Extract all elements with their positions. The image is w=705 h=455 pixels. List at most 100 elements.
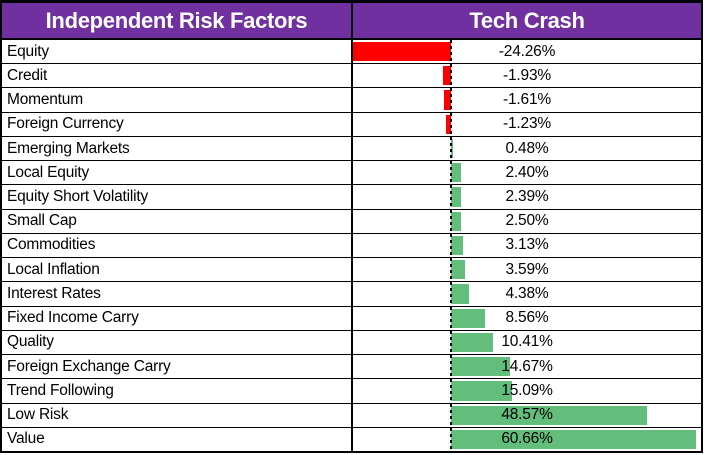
negative-bar — [444, 90, 451, 110]
bar-cell: -1.93% — [353, 64, 701, 88]
positive-bar — [450, 405, 647, 425]
bar-cell: 14.67% — [353, 355, 701, 379]
table-row: Low Risk 48.57% — [2, 403, 701, 428]
positive-bar — [450, 332, 493, 353]
zero-axis-line — [449, 379, 452, 403]
negative-bar — [443, 66, 451, 86]
bar-cell: 3.13% — [353, 233, 701, 258]
positive-bar — [450, 381, 512, 401]
zero-axis-line — [449, 258, 452, 282]
bar-cell: 2.39% — [353, 185, 701, 209]
value-label: 15.09% — [501, 381, 553, 399]
bar-cell: 4.38% — [353, 282, 701, 306]
bar-cell: -1.23% — [353, 112, 701, 136]
risk-factor-label: Trend Following — [2, 379, 353, 403]
risk-factor-label: Equity Short Volatility — [2, 185, 353, 209]
value-label: 2.40% — [505, 163, 549, 181]
table-row: Trend Following 15.09% — [2, 379, 701, 404]
value-label: 0.48% — [505, 139, 549, 157]
risk-factor-label: Momentum — [2, 88, 353, 112]
risk-factor-label: Local Inflation — [2, 258, 353, 282]
value-label: 3.13% — [505, 236, 549, 254]
zero-axis-line — [449, 64, 452, 88]
bar-cell: 15.09% — [353, 379, 701, 403]
bar-cell: 0.48% — [353, 136, 701, 161]
zero-axis-line — [449, 136, 452, 161]
positive-bar — [450, 187, 461, 207]
value-label: -24.26% — [498, 42, 556, 60]
bar-cell: 2.50% — [353, 209, 701, 233]
value-label: 3.59% — [505, 260, 549, 278]
negative-bar — [445, 114, 451, 134]
risk-factor-label: Equity — [2, 40, 353, 64]
negative-bar — [353, 42, 451, 62]
risk-factor-label: Local Equity — [2, 161, 353, 185]
zero-axis-line — [449, 306, 452, 330]
bar-cell: 48.57% — [353, 403, 701, 427]
bar-cell: 2.40% — [353, 161, 701, 185]
table-row: Credit -1.93% — [2, 64, 701, 89]
zero-axis-line — [449, 209, 452, 233]
value-label: 2.50% — [505, 212, 549, 230]
value-label: 4.38% — [505, 284, 549, 302]
table-row: Equity -24.26% — [2, 40, 701, 65]
positive-bar — [450, 429, 696, 449]
positive-bar — [450, 308, 486, 328]
bar-cell: 8.56% — [353, 306, 701, 330]
zero-axis-line — [449, 233, 452, 258]
header-risk-factors: Independent Risk Factors — [2, 3, 353, 38]
table-row: Momentum -1.61% — [2, 88, 701, 113]
value-label: 14.67% — [501, 357, 553, 375]
zero-axis-line — [449, 112, 452, 136]
table-row: Small Cap 2.50% — [2, 209, 701, 234]
risk-factor-label: Fixed Income Carry — [2, 306, 353, 330]
zero-axis-line — [449, 88, 452, 112]
risk-factor-label: Emerging Markets — [2, 136, 353, 161]
table-body: Equity -24.26% Credit -1.93% Momentum -1.61% F… — [2, 40, 701, 451]
table-row: Interest Rates 4.38% — [2, 282, 701, 307]
header-scenario-tech-crash: Tech Crash — [353, 3, 701, 38]
value-label: -1.93% — [503, 66, 551, 84]
bar-cell: 3.59% — [353, 258, 701, 282]
zero-axis-line — [449, 427, 452, 451]
table-row: Value 60.66% — [2, 427, 701, 451]
bar-cell: -1.61% — [353, 88, 701, 112]
table-row: Local Inflation 3.59% — [2, 258, 701, 283]
table-row: Fixed Income Carry 8.56% — [2, 306, 701, 331]
value-label: -1.61% — [503, 91, 551, 109]
risk-factor-label: Value — [2, 427, 353, 451]
risk-factor-label: Small Cap — [2, 209, 353, 233]
risk-factor-label: Credit — [2, 64, 353, 88]
positive-bar — [450, 284, 469, 304]
positive-bar — [450, 235, 464, 256]
value-label: 60.66% — [501, 430, 553, 448]
table-row: Foreign Currency -1.23% — [2, 112, 701, 137]
risk-factor-label: Foreign Exchange Carry — [2, 355, 353, 379]
bar-cell: 10.41% — [353, 330, 701, 355]
positive-bar — [450, 357, 511, 377]
positive-bar — [450, 260, 466, 280]
positive-bar — [450, 163, 461, 183]
risk-factor-label: Commodities — [2, 233, 353, 258]
value-label: 48.57% — [501, 406, 553, 424]
table-header: Independent Risk Factors Tech Crash — [2, 3, 701, 40]
value-label: 10.41% — [501, 333, 553, 351]
zero-axis-line — [449, 40, 452, 64]
risk-factor-label: Low Risk — [2, 403, 353, 427]
table-row: Commodities 3.13% — [2, 233, 701, 259]
table-row: Equity Short Volatility 2.39% — [2, 185, 701, 210]
zero-axis-line — [449, 185, 452, 209]
positive-bar — [450, 211, 461, 231]
bar-cell: -24.26% — [353, 40, 701, 64]
zero-axis-line — [449, 403, 452, 427]
table-row: Emerging Markets 0.48% — [2, 136, 701, 162]
value-label: 2.39% — [505, 188, 549, 206]
table-row: Quality 10.41% — [2, 330, 701, 356]
risk-factor-label: Foreign Currency — [2, 112, 353, 136]
risk-factor-label: Quality — [2, 330, 353, 355]
risk-factor-label: Interest Rates — [2, 282, 353, 306]
value-label: -1.23% — [503, 115, 551, 133]
zero-axis-line — [449, 355, 452, 379]
value-label: 8.56% — [505, 309, 549, 327]
